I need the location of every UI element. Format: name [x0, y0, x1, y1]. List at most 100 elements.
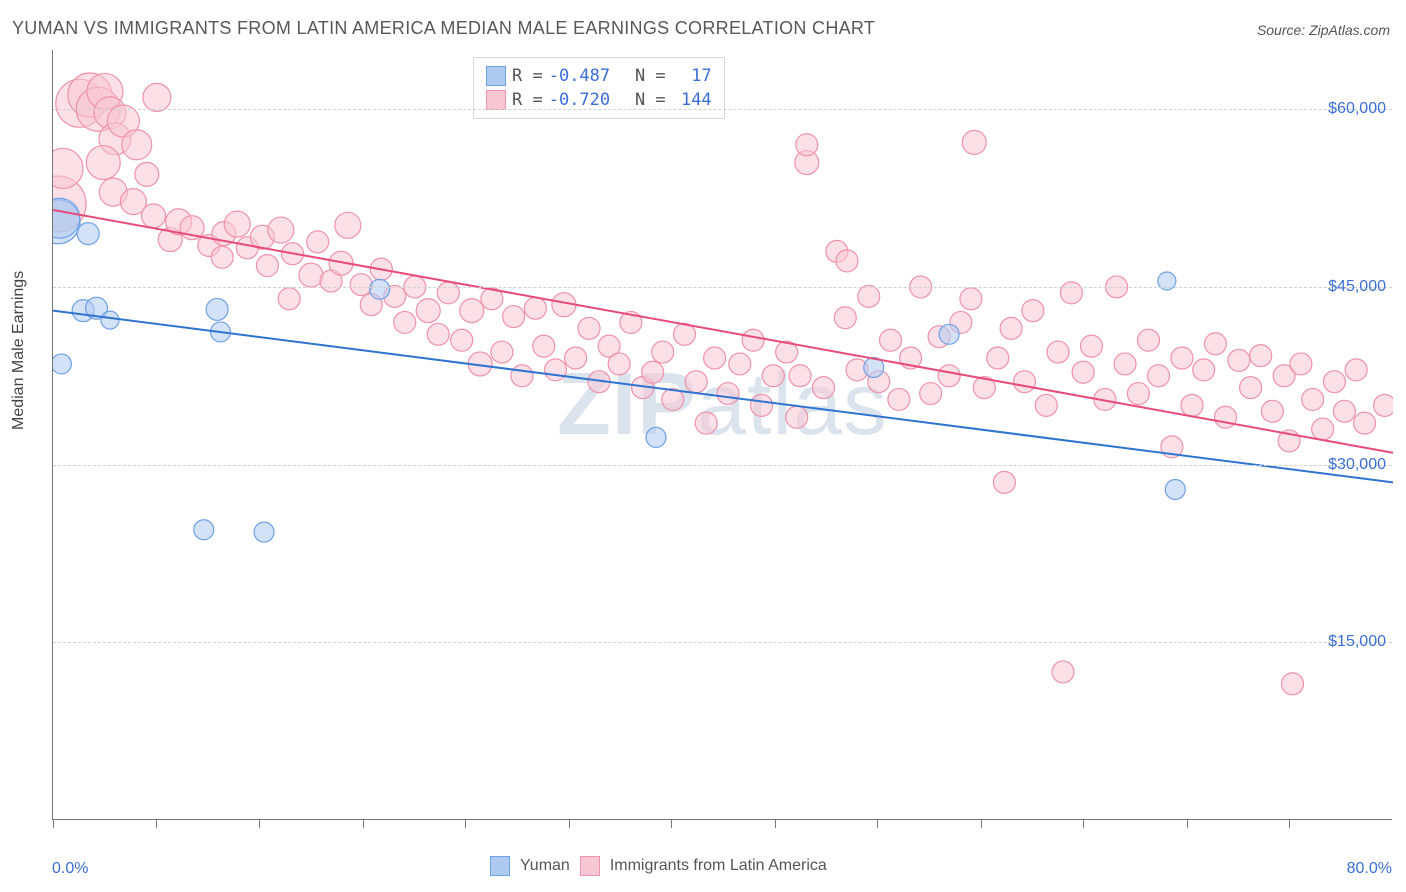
data-point: [524, 297, 546, 319]
data-point: [704, 347, 726, 369]
data-point: [880, 329, 902, 351]
chart-container: YUMAN VS IMMIGRANTS FROM LATIN AMERICA M…: [0, 0, 1406, 892]
x-axis-label-max: 80.0%: [1347, 860, 1392, 878]
data-point: [335, 212, 361, 238]
data-point: [53, 354, 71, 374]
data-point: [1261, 400, 1283, 422]
data-point: [427, 323, 449, 345]
x-tick: [981, 819, 982, 828]
gridline-h: [53, 465, 1392, 466]
data-point: [1148, 365, 1170, 387]
data-point: [122, 130, 152, 160]
scatter-svg: [53, 50, 1393, 820]
legend-series: Yuman Immigrants from Latin America: [490, 856, 827, 876]
data-point: [608, 353, 630, 375]
y-axis-title: Median Male Earnings: [10, 271, 28, 430]
data-point: [1204, 333, 1226, 355]
data-point: [370, 279, 390, 299]
gridline-h: [53, 287, 1392, 288]
data-point: [1171, 347, 1193, 369]
data-point: [1240, 377, 1262, 399]
data-point: [1302, 388, 1324, 410]
data-point: [1035, 394, 1057, 416]
x-tick: [156, 819, 157, 828]
data-point: [256, 255, 278, 277]
data-point: [789, 365, 811, 387]
gridline-h: [53, 109, 1392, 110]
plot-area: ZIPatlas R =-0.487 N =17R =-0.720 N =144…: [52, 50, 1392, 820]
data-point: [1333, 400, 1355, 422]
data-point: [1354, 412, 1376, 434]
data-point: [1165, 479, 1185, 499]
data-point: [503, 306, 525, 328]
data-point: [194, 520, 214, 540]
data-point: [646, 427, 666, 447]
data-point: [307, 231, 329, 253]
y-tick-label: $15,000: [1328, 633, 1386, 651]
data-point: [1052, 661, 1074, 683]
data-point: [211, 246, 233, 268]
data-point: [1282, 673, 1304, 695]
legend-swatch: [490, 856, 510, 876]
data-point: [1047, 341, 1069, 363]
data-point: [960, 288, 982, 310]
data-point: [511, 365, 533, 387]
data-point: [888, 388, 910, 410]
x-tick: [877, 819, 878, 828]
legend-label: Immigrants from Latin America: [610, 857, 827, 875]
data-point: [813, 377, 835, 399]
data-point: [86, 146, 120, 180]
data-point: [578, 317, 600, 339]
regression-line: [53, 210, 1393, 453]
data-point: [1374, 394, 1393, 416]
data-point: [786, 406, 808, 428]
data-point: [350, 274, 372, 296]
x-tick: [363, 819, 364, 828]
data-point: [206, 298, 228, 320]
legend-label: Yuman: [520, 857, 570, 875]
data-point: [224, 211, 250, 237]
data-point: [533, 335, 555, 357]
data-point: [993, 471, 1015, 493]
data-point: [299, 263, 323, 287]
data-point: [796, 134, 818, 156]
data-point: [836, 250, 858, 272]
x-tick: [53, 819, 54, 828]
data-point: [920, 383, 942, 405]
data-point: [1081, 335, 1103, 357]
y-tick-label: $30,000: [1328, 456, 1386, 474]
legend-swatch: [580, 856, 600, 876]
chart-title: YUMAN VS IMMIGRANTS FROM LATIN AMERICA M…: [12, 18, 875, 39]
data-point: [437, 282, 459, 304]
data-point: [1312, 418, 1334, 440]
x-axis-label-min: 0.0%: [52, 860, 88, 878]
data-point: [939, 324, 959, 344]
data-point: [143, 83, 171, 111]
data-point: [652, 341, 674, 363]
data-point: [1000, 317, 1022, 339]
data-point: [268, 217, 294, 243]
data-point: [1345, 359, 1367, 381]
x-tick: [569, 819, 570, 828]
data-point: [685, 371, 707, 393]
data-point: [135, 162, 159, 186]
x-tick: [1083, 819, 1084, 828]
data-point: [1137, 329, 1159, 351]
data-point: [695, 412, 717, 434]
data-point: [762, 365, 784, 387]
data-point: [416, 299, 440, 323]
y-tick-label: $45,000: [1328, 278, 1386, 296]
data-point: [491, 341, 513, 363]
x-tick: [1289, 819, 1290, 828]
data-point: [460, 299, 484, 323]
y-tick-label: $60,000: [1328, 100, 1386, 118]
x-tick: [1187, 819, 1188, 828]
data-point: [987, 347, 1009, 369]
data-point: [717, 383, 739, 405]
data-point: [394, 311, 416, 333]
data-point: [834, 307, 856, 329]
data-point: [742, 329, 764, 351]
gridline-h: [53, 642, 1392, 643]
data-point: [1014, 371, 1036, 393]
x-tick: [259, 819, 260, 828]
